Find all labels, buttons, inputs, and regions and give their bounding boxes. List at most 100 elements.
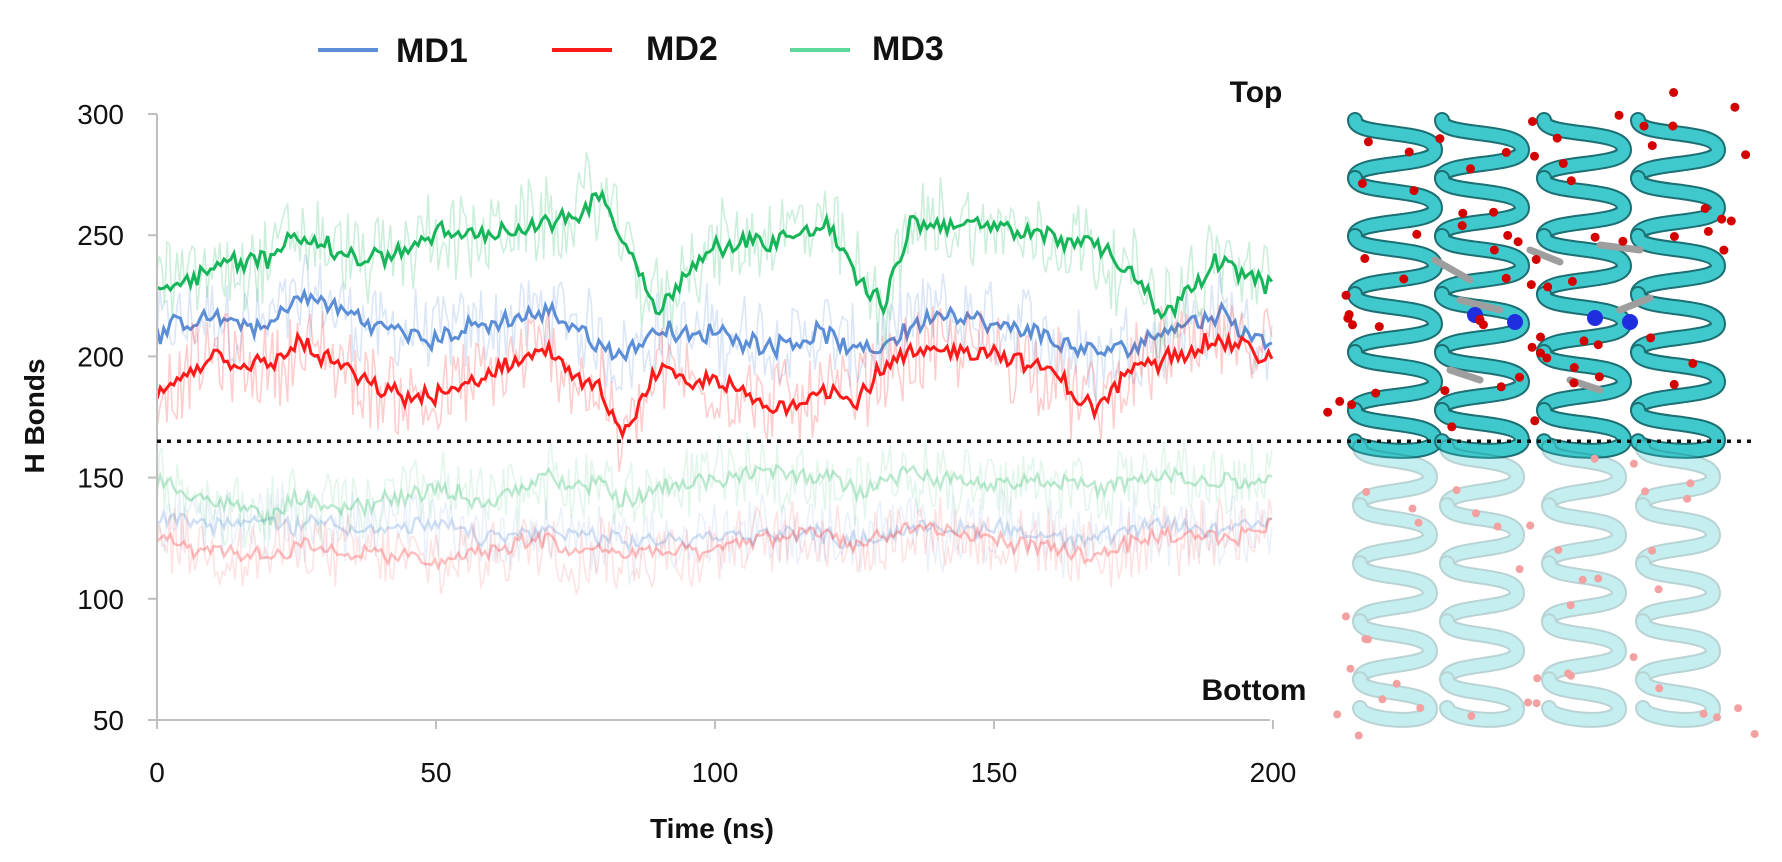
water-oxygen bbox=[1703, 226, 1713, 236]
series-line-md3-bottom bbox=[157, 463, 1273, 526]
x-tick-label: 200 bbox=[1250, 757, 1297, 788]
water-oxygen bbox=[1503, 230, 1513, 240]
water-oxygen bbox=[1526, 280, 1536, 290]
side-chain bbox=[1616, 294, 1654, 314]
helix-top-1 bbox=[1347, 112, 1444, 459]
top-region-label: Top bbox=[1230, 76, 1283, 109]
water-oxygen-faint bbox=[1699, 709, 1708, 718]
helix-bottom-4 bbox=[1635, 439, 1722, 728]
water-oxygen-faint bbox=[1578, 575, 1587, 584]
water-oxygen bbox=[1536, 332, 1545, 342]
water-oxygen bbox=[1496, 382, 1506, 392]
water-oxygen bbox=[1579, 336, 1589, 346]
water-oxygen-faint bbox=[1341, 612, 1350, 621]
water-oxygen bbox=[1669, 379, 1679, 389]
legend: MD1 MD2 MD3 bbox=[318, 30, 944, 70]
water-oxygen-faint bbox=[1648, 546, 1657, 555]
water-oxygen bbox=[1646, 333, 1656, 343]
legend-label-md1: MD1 bbox=[396, 32, 468, 70]
water-oxygen-faint bbox=[1554, 546, 1563, 555]
water-oxygen bbox=[1447, 422, 1457, 432]
water-oxygen-faint bbox=[1416, 704, 1425, 712]
water-oxygen bbox=[1558, 159, 1568, 168]
water-oxygen bbox=[1594, 372, 1604, 382]
water-oxygen bbox=[1668, 121, 1678, 131]
water-oxygen bbox=[1458, 208, 1468, 218]
water-oxygen-faint bbox=[1515, 565, 1524, 574]
water-oxygen bbox=[1647, 141, 1657, 151]
nitrogen-atom bbox=[1587, 310, 1603, 326]
y-tick-label: 150 bbox=[77, 463, 124, 494]
water-oxygen bbox=[1374, 322, 1384, 332]
y-tick-label: 200 bbox=[77, 341, 124, 372]
x-tick-label: 100 bbox=[692, 757, 739, 788]
water-oxygen bbox=[1347, 400, 1357, 410]
water-oxygen bbox=[1700, 204, 1710, 213]
water-oxygen-faint bbox=[1713, 713, 1721, 722]
water-oxygen bbox=[1531, 255, 1541, 264]
water-oxygen bbox=[1489, 207, 1499, 217]
water-oxygen bbox=[1741, 150, 1751, 160]
water-oxygen-faint bbox=[1564, 669, 1573, 678]
series-line-md1-top bbox=[157, 287, 1273, 363]
legend-label-md3: MD3 bbox=[872, 30, 944, 68]
water-oxygen-faint bbox=[1686, 479, 1695, 488]
helix-top-4 bbox=[1630, 112, 1727, 459]
y-tick-label: 100 bbox=[77, 584, 124, 615]
water-oxygen bbox=[1566, 176, 1576, 186]
legend-label-md2: MD2 bbox=[646, 30, 718, 68]
water-oxygen bbox=[1341, 290, 1351, 300]
x-axis-label: Time (ns) bbox=[650, 813, 774, 844]
bottom-series-group bbox=[157, 432, 1273, 597]
protein-helix-illustration bbox=[1323, 88, 1759, 740]
water-oxygen bbox=[1527, 342, 1537, 352]
water-oxygen bbox=[1569, 378, 1579, 388]
y-tick-label: 300 bbox=[77, 99, 124, 130]
water-oxygen-faint bbox=[1362, 487, 1371, 496]
water-oxygen-faint bbox=[1655, 684, 1664, 693]
water-oxygen-faint bbox=[1392, 679, 1401, 688]
water-oxygen bbox=[1593, 340, 1603, 350]
water-oxygen bbox=[1440, 386, 1450, 396]
water-oxygen bbox=[1371, 388, 1381, 398]
nitrogen-atom bbox=[1507, 314, 1523, 330]
top-series-group bbox=[157, 152, 1274, 472]
water-oxygen-faint bbox=[1472, 509, 1480, 518]
water-oxygen bbox=[1726, 216, 1736, 226]
water-oxygen-faint bbox=[1378, 695, 1387, 704]
water-oxygen bbox=[1360, 254, 1370, 263]
water-oxygen bbox=[1409, 186, 1419, 196]
water-oxygen-faint bbox=[1414, 518, 1423, 527]
water-oxygen bbox=[1669, 232, 1679, 241]
water-oxygen-faint bbox=[1361, 635, 1370, 644]
series-line-md1-bottom bbox=[157, 507, 1273, 554]
water-oxygen bbox=[1323, 407, 1333, 417]
water-oxygen-faint bbox=[1629, 653, 1638, 662]
water-oxygen bbox=[1528, 117, 1537, 126]
water-oxygen bbox=[1730, 102, 1740, 112]
water-oxygen bbox=[1466, 164, 1475, 174]
water-oxygen-faint bbox=[1533, 674, 1542, 683]
helix-top-3 bbox=[1536, 112, 1633, 459]
series-line-md3-top bbox=[157, 188, 1274, 321]
water-oxygen bbox=[1569, 363, 1579, 372]
water-oxygen bbox=[1536, 348, 1545, 358]
water-oxygen bbox=[1363, 137, 1373, 147]
water-oxygen-faint bbox=[1641, 487, 1650, 496]
helix-bottom-1 bbox=[1352, 439, 1439, 728]
water-oxygen bbox=[1404, 147, 1414, 157]
x-tick-label: 50 bbox=[420, 757, 451, 788]
helix-top-2 bbox=[1434, 112, 1531, 459]
helix-bottom-3 bbox=[1541, 439, 1628, 728]
y-tick-label: 250 bbox=[77, 220, 124, 251]
water-oxygen-faint bbox=[1750, 730, 1759, 738]
water-oxygen bbox=[1530, 416, 1540, 426]
water-oxygen-faint bbox=[1333, 710, 1342, 719]
side-chain bbox=[1596, 241, 1644, 254]
water-oxygen-faint bbox=[1594, 574, 1603, 583]
water-oxygen-faint bbox=[1408, 504, 1417, 513]
helix-bottom-2 bbox=[1439, 439, 1526, 728]
water-oxygen-faint bbox=[1590, 454, 1599, 463]
water-oxygen bbox=[1530, 151, 1539, 161]
